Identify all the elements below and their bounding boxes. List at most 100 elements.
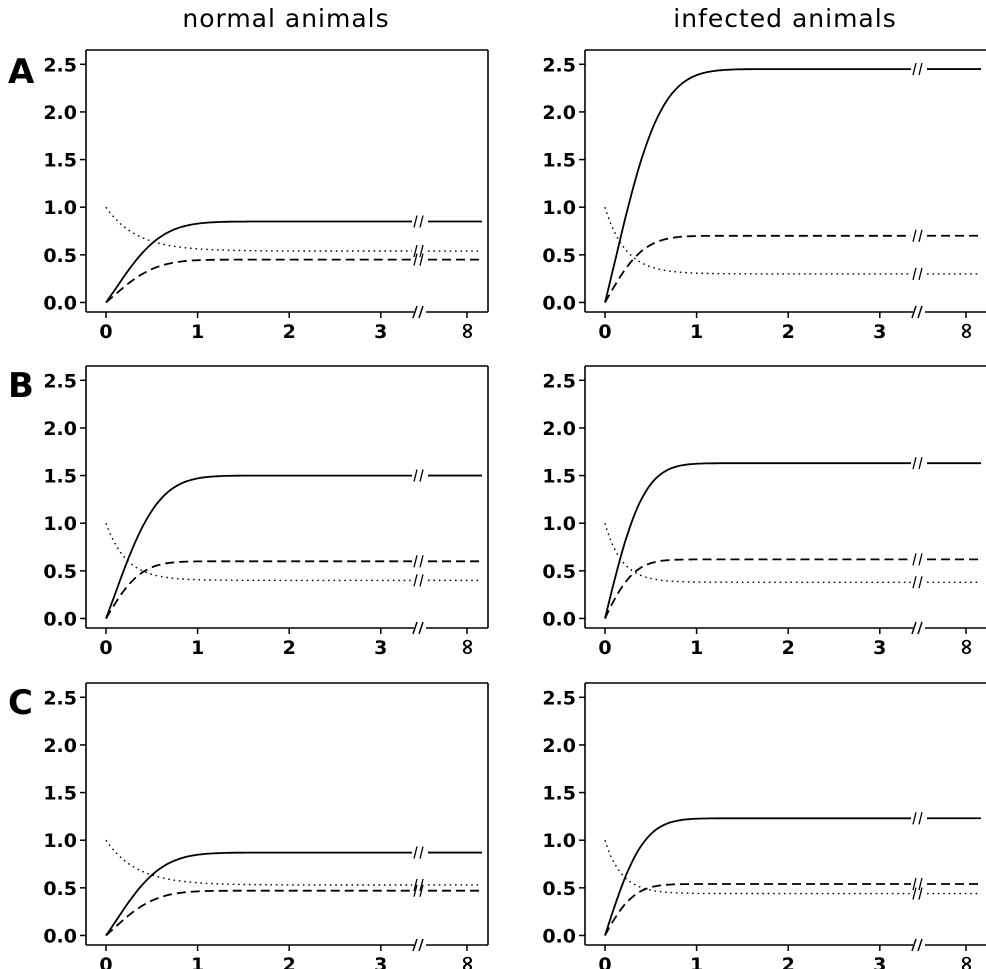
panel-b-normal-dashed-break [413,555,424,568]
panel-b-normal-x-tick-label-3: 3 [374,637,387,659]
panel-c-infected-y-tick-label-5: 2.5 [542,687,576,709]
panel-c-normal-dotted-break [413,878,424,892]
panel-c-infected-y-tick-label-0: 0.0 [542,925,576,947]
panel-c-normal-x-tick-label-3: 3 [374,954,387,969]
panel-c-normal-dotted-curve [105,839,412,886]
panel-a-normal-dashed-curve [105,258,412,304]
panel-b-normal-y-tick-label-0: 0.0 [43,608,77,630]
panel-b-infected-x-axis-break [911,621,923,635]
panel-c-infected-dashed-break [912,877,923,891]
panel-b-normal-solid-curve [105,474,412,619]
panel-a-infected-y-tick-label-5: 2.5 [542,54,576,76]
panel-c-normal-y-tick-label-2: 1.0 [43,830,77,852]
panel-b-infected-dashed-break [912,553,923,566]
panel-a-normal-y-tick-label-1: 0.5 [43,245,77,267]
panel-c-normal-x-axis-break [412,938,424,952]
panel-c-infected-y-tick-label-3: 1.5 [542,783,576,805]
panel-c-normal-x-tick-label-0: 0 [99,954,112,969]
panel-b-infected-dashed-curve [604,558,911,619]
panel-c-infected-solid-break [912,812,923,825]
panel-b-normal-dotted-break [413,574,424,587]
panel-b-infected-x-tick-label-0: 0 [598,637,611,659]
column-title-normal: normal animals [182,4,390,33]
panel-b-infected-solid-curve [604,462,911,619]
panel-b-normal-y-tick-label-4: 2.0 [43,418,77,440]
panel-a-normal-x-tick-label-3: 3 [374,321,387,343]
panel-a-infected-x-axis-break [911,305,923,319]
panel-c-normal-y-tick-label-5: 2.5 [43,687,77,709]
panel-a-normal-y-tick-label-2: 1.0 [43,197,77,219]
panel-c-normal-x-tick-label-4: ∞ [455,955,480,969]
panel-a-infected-y-tick-label-2: 1.0 [542,197,576,219]
panel-a-normal-x-tick-label-0: 0 [99,321,112,343]
panel-a-normal-y-tick-label-5: 2.5 [43,54,77,76]
panel-a-normal-y-tick-label-3: 1.5 [43,150,77,172]
panel-a-infected-y-tick-label-3: 1.5 [542,150,576,172]
panel-a-normal-x-tick-label-4: ∞ [455,322,480,340]
panel-c-infected-x-tick-label-2: 2 [782,954,795,969]
panel-a-infected-x-tick-label-4: ∞ [954,322,979,340]
panel-a-infected-x-tick-label-0: 0 [598,321,611,343]
panel-b-infected-y-tick-label-3: 1.5 [542,466,576,488]
panel-a-normal-dotted-break [413,244,424,258]
panel-a-infected-dotted-curve [604,206,911,275]
panel-b-infected-x-tick-label-3: 3 [873,637,886,659]
panel-b-normal-y-tick-label-2: 1.0 [43,513,77,535]
panel-c-infected-x-tick-label-4: ∞ [954,955,979,969]
panel-c-normal-y-tick-label-3: 1.5 [43,783,77,805]
row-label-b: B [8,366,34,406]
panel-a-infected-y-tick-label-0: 0.0 [542,292,576,314]
panel-a-infected-dashed-break [912,229,923,242]
row-label-a: A [8,52,35,92]
panel-c-normal-solid-curve [105,851,412,937]
panel-b-infected-x-tick-label-4: ∞ [954,638,979,656]
panel-c-infected-y-tick-label-4: 2.0 [542,735,576,757]
panel-c-infected-y-tick-label-1: 0.5 [542,878,576,900]
panel-c-infected-x-tick-label-3: 3 [873,954,886,969]
panel-b-infected-y-tick-label-4: 2.0 [542,418,576,440]
panel-b-normal-solid-break [413,469,424,482]
panel-c-normal-y-tick-label-4: 2.0 [43,735,77,757]
panel-b-infected-x-tick-label-1: 1 [690,637,703,659]
panel-b-infected-y-tick-label-2: 1.0 [542,513,576,535]
panel-a-infected-dashed-curve [604,234,911,303]
panel-c-infected-solid-curve [604,817,911,936]
panel-b-normal-dashed-curve [105,560,412,619]
panel-c-infected-x-tick-label-1: 1 [690,954,703,969]
panel-b-infected-y-tick-label-0: 0.0 [542,608,576,630]
panel-a-normal-solid-break [413,215,424,228]
panel-c-normal-y-tick-label-0: 0.0 [43,925,77,947]
panel-c-infected-dotted-curve [604,839,911,895]
row-label-c: C [8,683,33,723]
panel-b-normal-x-tick-label-2: 2 [283,637,296,659]
panel-c-infected-x-tick-label-0: 0 [598,954,611,969]
panel-a-infected-y-tick-label-4: 2.0 [542,102,576,124]
column-title-infected: infected animals [673,4,897,33]
panel-a-normal-y-tick-label-0: 0.0 [43,292,77,314]
panel-b-normal-x-tick-label-4: ∞ [455,638,480,656]
panel-b-normal-y-tick-label-3: 1.5 [43,466,77,488]
panel-a-normal-x-axis-break [412,305,424,319]
panel-b-infected-dotted-curve [604,523,911,583]
panel-b-normal-y-tick-label-1: 0.5 [43,561,77,583]
panel-c-normal-y-tick-label-1: 0.5 [43,878,77,900]
panel-a-infected-solid-curve [604,68,911,303]
panel-b-normal-y-tick-label-5: 2.5 [43,370,77,392]
panel-a-infected-x-tick-label-1: 1 [690,321,703,343]
panel-b-infected-x-tick-label-2: 2 [782,637,795,659]
panel-a-infected-solid-break [912,62,923,76]
panel-c-normal-x-tick-label-2: 2 [283,954,296,969]
panel-a-normal-dashed-break [413,253,424,266]
panel-b-infected-dotted-break [912,576,923,589]
panel-a-normal-x-tick-label-2: 2 [283,321,296,343]
panel-c-infected-y-tick-label-2: 1.0 [542,830,576,852]
panel-b-normal-x-tick-label-0: 0 [99,637,112,659]
panel-b-normal-dotted-curve [105,522,412,582]
panel-a-infected-x-tick-label-2: 2 [782,321,795,343]
panel-a-normal-x-tick-label-1: 1 [191,321,204,343]
panel-b-infected-solid-break [912,457,923,470]
panel-c-normal-dashed-break [413,884,424,897]
panel-c-infected-x-axis-break [911,938,923,952]
